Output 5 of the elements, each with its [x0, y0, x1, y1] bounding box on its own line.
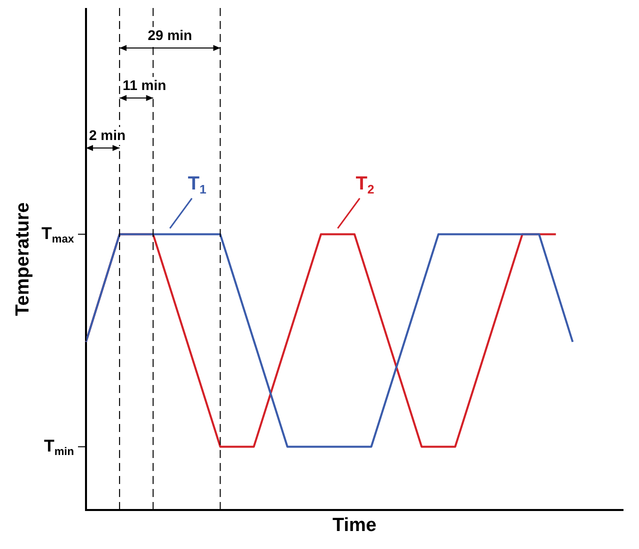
y-axis-title: Temperature [12, 202, 34, 316]
x-axis-title: Time [332, 514, 377, 536]
text: 11 min [122, 76, 166, 93]
text: 29 min [148, 26, 192, 43]
text: 2 min [89, 126, 126, 143]
